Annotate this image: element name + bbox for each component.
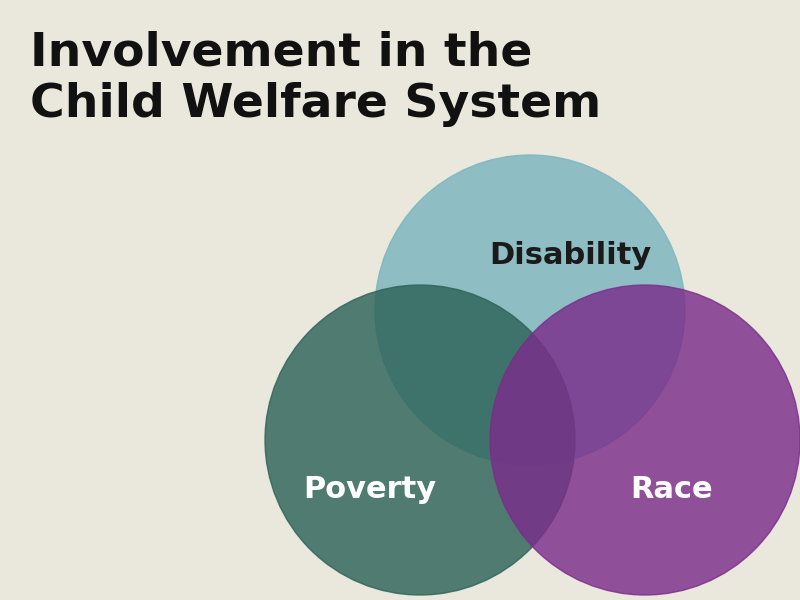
Circle shape <box>265 285 575 595</box>
Text: Involvement in the
Child Welfare System: Involvement in the Child Welfare System <box>30 30 602 127</box>
Circle shape <box>375 155 685 465</box>
Text: Disability: Disability <box>489 241 651 269</box>
Circle shape <box>490 285 800 595</box>
Text: Race: Race <box>630 475 714 505</box>
Text: Poverty: Poverty <box>303 475 437 505</box>
